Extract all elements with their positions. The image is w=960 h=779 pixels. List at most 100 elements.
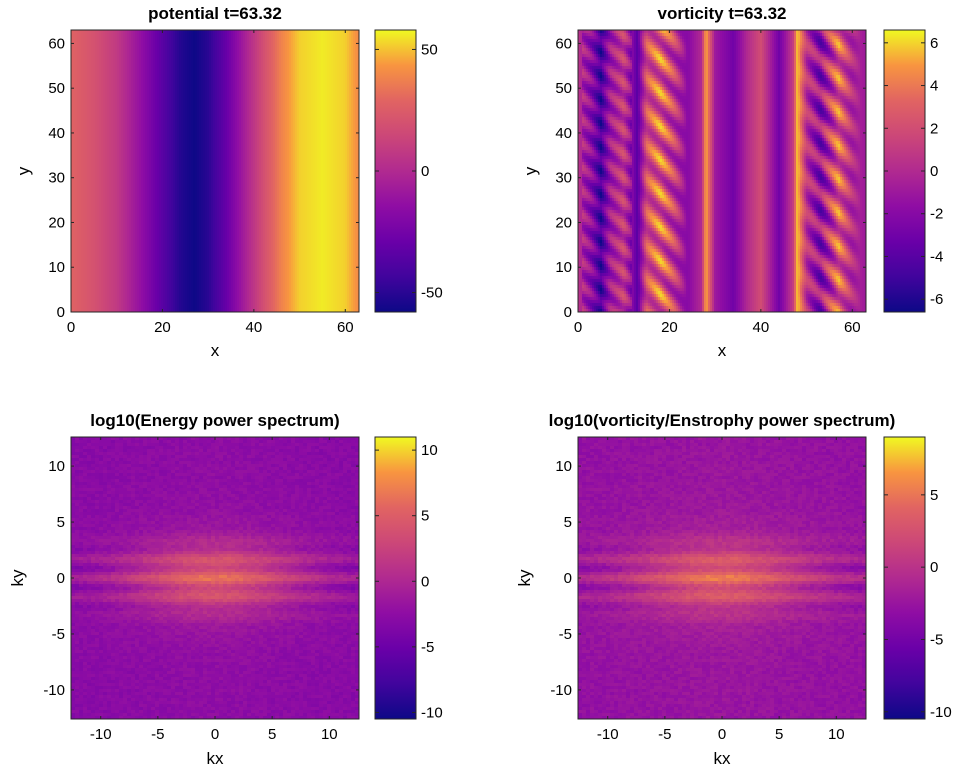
heatmap-cell [750,54,753,58]
heatmap-cell [852,42,855,46]
heatmap-cell [592,30,595,34]
potential-heatmap [71,30,359,312]
heatmap-cell [776,45,779,49]
heatmap-cell [678,30,681,34]
heatmap-cell [730,45,733,49]
heatmap-cell [622,36,625,40]
heatmap-cell [582,30,585,34]
heatmap-cell [848,45,851,49]
heatmap-cell [728,42,731,46]
heatmap-cell [259,30,262,312]
heatmap-cell [592,39,595,43]
heatmap-cell [794,48,797,52]
heatmap-cell [836,51,839,55]
heatmap-cell [730,51,733,55]
heatmap-cell [728,45,731,49]
heatmap-cell [794,30,797,34]
heatmap-cell [786,42,789,46]
heatmap-cell [694,36,697,40]
heatmap-cell [756,36,759,40]
heatmap-cell [674,42,677,46]
heatmap-cell [756,57,759,61]
heatmap-cell [798,48,801,52]
heatmap-cell [838,33,841,37]
heatmap-cell [760,57,763,61]
heatmap-cell [784,51,787,55]
heatmap-cell [690,54,693,58]
heatmap-cell [610,30,613,34]
heatmap-cell [590,30,593,34]
heatmap-cell [692,54,695,58]
heatmap-cell [790,51,793,55]
heatmap-cell [842,39,845,43]
heatmap-cell [578,33,581,37]
heatmap-cell [776,51,779,55]
heatmap-cell [812,45,815,49]
heatmap-cell [686,54,689,58]
heatmap-cell [738,51,741,55]
heatmap-cell [854,42,857,46]
heatmap-cell [762,51,765,55]
heatmap-cell [802,54,805,58]
heatmap-cell [844,36,847,40]
heatmap-cell [662,33,665,37]
heatmap-cell [840,36,843,40]
heatmap-cell [640,30,643,34]
heatmap-cell [676,57,679,61]
heatmap-cell [730,42,733,46]
heatmap-cell [714,36,717,40]
heatmap-cell [820,48,823,52]
heatmap-cell [756,45,759,49]
heatmap-cell [588,51,591,55]
heatmap-cell [734,30,737,34]
heatmap-cell [668,54,671,58]
heatmap-cell [602,57,605,61]
heatmap-cell [221,30,224,312]
heatmap-cell [772,57,775,61]
heatmap-cell [618,36,621,40]
heatmap-cell [638,33,641,37]
heatmap-cell [746,36,749,40]
heatmap-cell [742,57,745,61]
heatmap-cell [121,30,124,312]
heatmap-cell [832,33,835,37]
heatmap-cell [746,54,749,58]
heatmap-cell [654,45,657,49]
heatmap-cell [636,48,639,52]
heatmap-cell [708,30,711,34]
heatmap-cell [293,30,296,312]
heatmap-cell [838,42,841,46]
heatmap-cell [586,57,589,61]
heatmap-cell [704,30,707,34]
heatmap-cell [816,45,819,49]
heatmap-cell [836,57,839,61]
heatmap-cell [620,33,623,37]
heatmap-cell [734,42,737,46]
heatmap-cell [794,36,797,40]
heatmap-cell [632,33,635,37]
heatmap-cell [578,39,581,43]
heatmap-cell [796,39,799,43]
heatmap-cell [800,45,803,49]
heatmap-cell [656,54,659,58]
heatmap-cell [842,54,845,58]
heatmap-cell [319,30,322,312]
heatmap-cell [812,57,815,61]
heatmap-cell [700,54,703,58]
heatmap-cell [612,45,615,49]
heatmap-cell [806,39,809,43]
heatmap-cell [748,48,751,52]
heatmap-cell [818,45,821,49]
heatmap-cell [842,57,845,61]
heatmap-cell [850,54,853,58]
heatmap-cell [738,36,741,40]
heatmap-cell [712,54,715,58]
heatmap-cell [782,33,785,37]
heatmap-cell [778,51,781,55]
heatmap-cell [820,42,823,46]
heatmap-cell [756,39,759,43]
heatmap-cell [652,45,655,49]
heatmap-cell [672,39,675,43]
heatmap-cell [598,51,601,55]
